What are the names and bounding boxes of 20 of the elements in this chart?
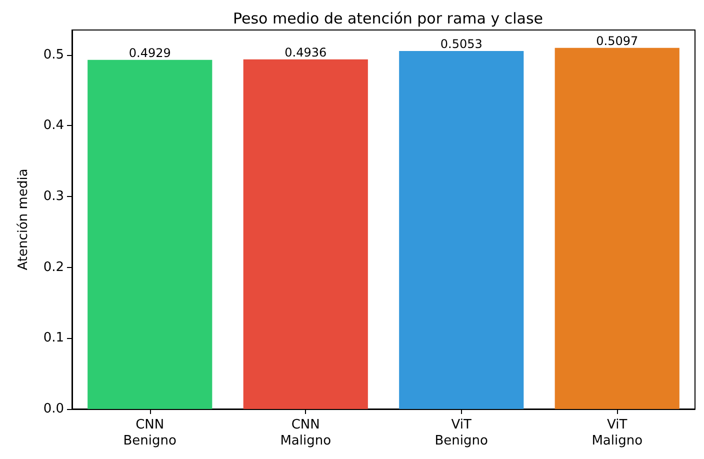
y-tick-label: 0.0	[43, 402, 64, 416]
bar	[88, 60, 212, 409]
data-label: 0.5097	[596, 34, 638, 48]
y-axis-title: Atención media	[16, 168, 31, 270]
x-tick-label: ViT Benigno	[434, 418, 488, 448]
y-tick-label: 0.4	[43, 118, 64, 134]
data-label: 0.4936	[284, 45, 327, 60]
x-tick-label: ViT Maligno	[592, 418, 643, 448]
data-label: 0.4929	[128, 46, 171, 60]
chart-title: Peso medio de atención por rama y clase	[232, 10, 544, 28]
x-tick-label: CNN Maligno	[280, 418, 332, 448]
bar	[554, 48, 680, 409]
y-tick-label: 0.3	[43, 188, 64, 204]
y-tick-label: 0.2	[43, 260, 64, 275]
y-tick-label: 0.5	[43, 47, 64, 62]
data-label: 0.5053	[440, 37, 482, 52]
bar	[243, 59, 368, 409]
y-tick-label: 0.1	[43, 330, 64, 346]
x-tick-label: CNN Benigno	[123, 418, 177, 448]
bar	[399, 51, 524, 409]
